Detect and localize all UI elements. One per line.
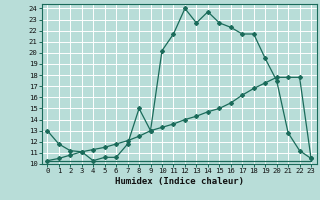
X-axis label: Humidex (Indice chaleur): Humidex (Indice chaleur) <box>115 177 244 186</box>
